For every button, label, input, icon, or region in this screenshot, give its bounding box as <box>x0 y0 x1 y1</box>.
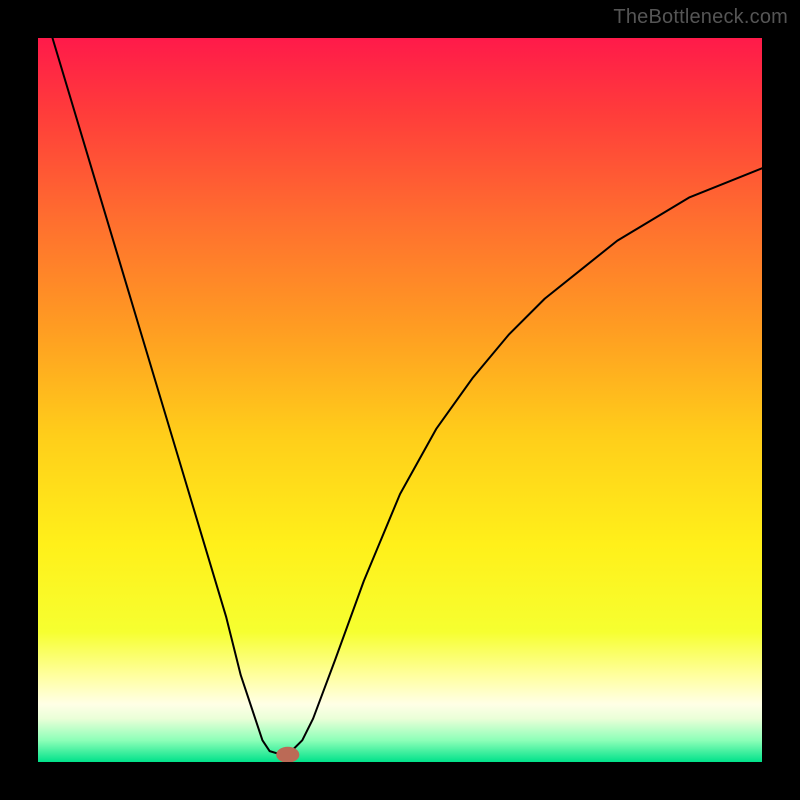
minimum-marker <box>276 747 299 762</box>
watermark-text: TheBottleneck.com <box>613 6 788 29</box>
plot-area <box>38 38 762 762</box>
chart-frame: TheBottleneck.com <box>0 0 800 800</box>
chart-background <box>38 38 762 762</box>
chart-svg <box>38 38 762 762</box>
